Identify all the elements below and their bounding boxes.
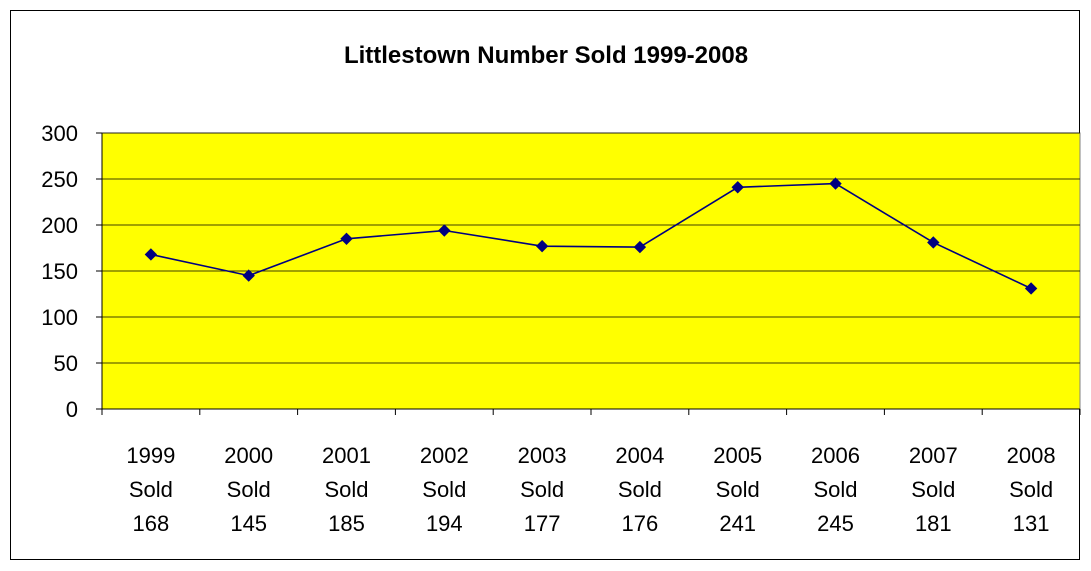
x-tick-label: 2001 Sold 185	[322, 443, 371, 536]
x-tick-label-line: Sold	[1009, 477, 1053, 502]
x-tick-label: 2005 Sold 241	[713, 443, 762, 536]
series-line	[150, 182, 1032, 290]
x-tick-label-line: Sold	[813, 477, 857, 502]
x-tick-label: 2008 Sold 131	[1007, 443, 1056, 536]
data-point	[144, 248, 158, 261]
data-point	[633, 240, 647, 254]
x-tick-label-line: 2006	[811, 443, 860, 468]
x-tick-label-line: 241	[719, 511, 756, 536]
y-tick-label: 150	[41, 259, 78, 284]
x-tick-label-line: 131	[1013, 511, 1050, 536]
x-tick-label-line: 2005	[713, 443, 762, 468]
x-tick-label-line: 185	[328, 511, 365, 536]
y-tick-label: 50	[54, 351, 78, 376]
y-tick-label: 100	[41, 305, 78, 330]
plot-area: 0 50 100 150 200 250 300 1999 Sold 168 2000 Sold 145…	[41, 121, 1081, 536]
y-tick-label: 250	[41, 167, 78, 192]
x-tick-label-line: 2000	[224, 443, 273, 468]
x-tick-label-line: 2002	[420, 443, 469, 468]
x-tick-label-line: 245	[817, 511, 854, 536]
data-point	[438, 224, 451, 237]
x-tick-label: 2004 Sold 176	[615, 443, 664, 536]
x-tick-label: 1999 Sold 168	[126, 443, 175, 536]
x-tick-label-line: Sold	[129, 477, 173, 502]
x-tick-label: 2007 Sold 181	[909, 443, 958, 536]
x-tick-label-line: 2003	[518, 443, 567, 468]
x-tick-label: 2002 Sold 194	[420, 443, 469, 536]
y-tick-label: 300	[41, 121, 78, 146]
x-tick-label-line: Sold	[227, 477, 271, 502]
data-point	[829, 177, 842, 190]
x-tick-label-line: Sold	[422, 477, 466, 502]
x-tick-label-line: 168	[133, 511, 170, 536]
data-point	[242, 269, 255, 282]
x-tick-label-line: 176	[622, 511, 659, 536]
data-point	[731, 181, 744, 194]
data-point	[927, 236, 940, 249]
data-point	[340, 232, 353, 246]
x-tick-label-line: Sold	[716, 477, 760, 502]
x-tick-label-line: 2004	[615, 443, 664, 468]
x-tick-label-line: 181	[915, 511, 952, 536]
x-tick-label: 2000 Sold 145	[224, 443, 273, 536]
x-tick-label-line: Sold	[911, 477, 955, 502]
data-point	[535, 239, 549, 253]
x-tick-label-line: Sold	[324, 477, 368, 502]
x-tick-label-line: 177	[524, 511, 561, 536]
x-tick-label-line: 2008	[1007, 443, 1056, 468]
x-tick-label-line: 1999	[126, 443, 175, 468]
x-tick-label-line: Sold	[520, 477, 564, 502]
x-tick-label-line: 194	[426, 511, 463, 536]
x-tick-label: 2006 Sold 245	[811, 443, 860, 536]
x-tick-label-line: 145	[230, 511, 267, 536]
y-tick-label: 0	[66, 397, 78, 422]
data-point	[1024, 282, 1038, 295]
x-tick-label-line: 2001	[322, 443, 371, 468]
y-tick-label: 200	[41, 213, 78, 238]
chart-title: Littlestown Number Sold 1999-2008	[344, 42, 748, 69]
x-tick-label-line: 2007	[909, 443, 958, 468]
x-tick-label-line: Sold	[618, 477, 662, 502]
x-tick-label: 2003 Sold 177	[518, 443, 567, 536]
